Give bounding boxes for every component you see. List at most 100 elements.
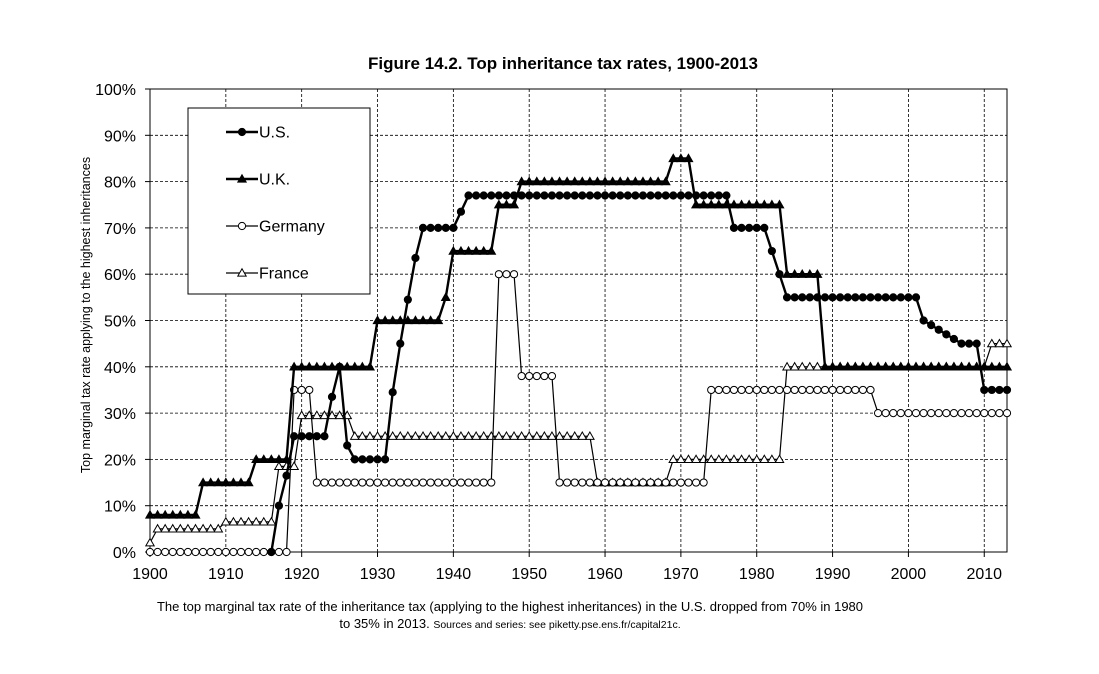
- point-u-s: [396, 339, 405, 348]
- point-u-s: [464, 191, 473, 200]
- legend-label-germany: Germany: [259, 219, 325, 236]
- series-u-k: [144, 153, 1013, 519]
- point-u-k: [326, 361, 338, 371]
- point-u-k: [425, 315, 436, 325]
- point-germany: [638, 478, 648, 487]
- point-u-k: [622, 176, 633, 186]
- point-germany: [699, 478, 708, 487]
- point-u-s: [608, 191, 617, 200]
- point-germany: [631, 478, 640, 487]
- point-france: [493, 431, 504, 440]
- x-tick-label: 2000: [891, 566, 927, 583]
- point-germany: [221, 547, 230, 557]
- y-tick-label: 40%: [104, 360, 136, 377]
- point-u-k: [979, 361, 990, 371]
- point-u-k: [971, 361, 982, 371]
- point-u-s: [312, 432, 321, 441]
- point-germany: [532, 371, 541, 381]
- point-u-s: [714, 191, 723, 200]
- point-germany: [381, 478, 390, 487]
- point-u-s: [828, 293, 837, 302]
- point-germany: [737, 385, 746, 395]
- point-germany: [790, 385, 799, 395]
- point-u-k: [888, 361, 899, 371]
- point-germany: [198, 547, 208, 557]
- point-germany: [858, 385, 868, 395]
- point-u-s: [691, 191, 701, 200]
- point-germany: [722, 385, 731, 395]
- point-u-s: [456, 207, 466, 216]
- point-u-s: [373, 455, 382, 464]
- point-u-s: [957, 339, 966, 348]
- x-tick-label: 1930: [360, 566, 396, 583]
- point-u-k: [759, 199, 770, 209]
- point-u-k: [599, 176, 611, 186]
- point-france: [463, 431, 474, 440]
- point-u-s: [813, 293, 822, 302]
- point-u-k: [486, 245, 497, 255]
- point-france: [562, 431, 573, 440]
- point-u-k: [873, 361, 884, 371]
- point-u-k: [152, 509, 163, 519]
- chart-title: Figure 14.2. Top inheritance tax rates, …: [368, 54, 758, 73]
- point-u-s: [274, 501, 284, 510]
- point-u-k: [926, 361, 937, 371]
- point-u-k: [941, 361, 952, 371]
- point-france: [326, 410, 338, 420]
- series-line-u-s: [270, 194, 1007, 553]
- point-france: [531, 431, 542, 440]
- point-germany: [540, 371, 549, 381]
- point-u-k: [440, 292, 451, 301]
- point-germany: [396, 478, 405, 487]
- point-u-s: [327, 392, 337, 401]
- point-france: [425, 431, 436, 440]
- point-u-s: [335, 362, 344, 371]
- point-germany: [949, 409, 959, 418]
- point-germany: [153, 547, 162, 557]
- y-tick-label: 80%: [104, 175, 136, 192]
- point-u-s: [381, 455, 390, 464]
- point-france: [455, 431, 467, 440]
- point-france: [235, 516, 247, 526]
- point-france: [994, 338, 1005, 348]
- point-u-k: [198, 477, 209, 487]
- point-u-k: [251, 454, 262, 464]
- point-u-k: [668, 153, 679, 163]
- point-germany: [964, 409, 974, 418]
- point-u-s: [722, 191, 731, 200]
- point-france: [228, 516, 239, 526]
- point-germany: [449, 478, 458, 487]
- point-u-s: [494, 191, 503, 200]
- point-germany: [661, 478, 670, 487]
- legend-item-france: France: [226, 266, 309, 283]
- point-u-s: [881, 293, 890, 302]
- point-u-k: [804, 268, 815, 278]
- point-germany: [676, 478, 685, 487]
- point-u-k: [607, 176, 618, 186]
- x-tick-label: 1910: [208, 566, 244, 583]
- point-u-s: [555, 191, 564, 200]
- point-u-s: [904, 293, 913, 302]
- point-u-k: [258, 454, 269, 464]
- point-u-s: [995, 385, 1004, 395]
- point-u-k: [167, 509, 178, 519]
- point-germany: [297, 385, 306, 395]
- point-germany: [782, 385, 792, 395]
- point-france: [349, 431, 360, 440]
- point-france: [175, 523, 186, 533]
- point-germany: [828, 385, 837, 395]
- point-germany: [1002, 409, 1012, 418]
- series-germany: [145, 270, 1012, 557]
- point-u-s: [593, 191, 602, 200]
- point-u-s: [403, 295, 412, 304]
- point-u-k: [994, 361, 1005, 371]
- x-tick-label: 1980: [739, 566, 775, 583]
- point-france: [668, 454, 679, 464]
- point-u-k: [933, 361, 944, 371]
- point-u-s: [949, 334, 959, 344]
- point-germany: [320, 478, 329, 487]
- point-germany: [707, 385, 716, 395]
- point-u-k: [842, 361, 853, 371]
- point-u-s: [479, 191, 488, 200]
